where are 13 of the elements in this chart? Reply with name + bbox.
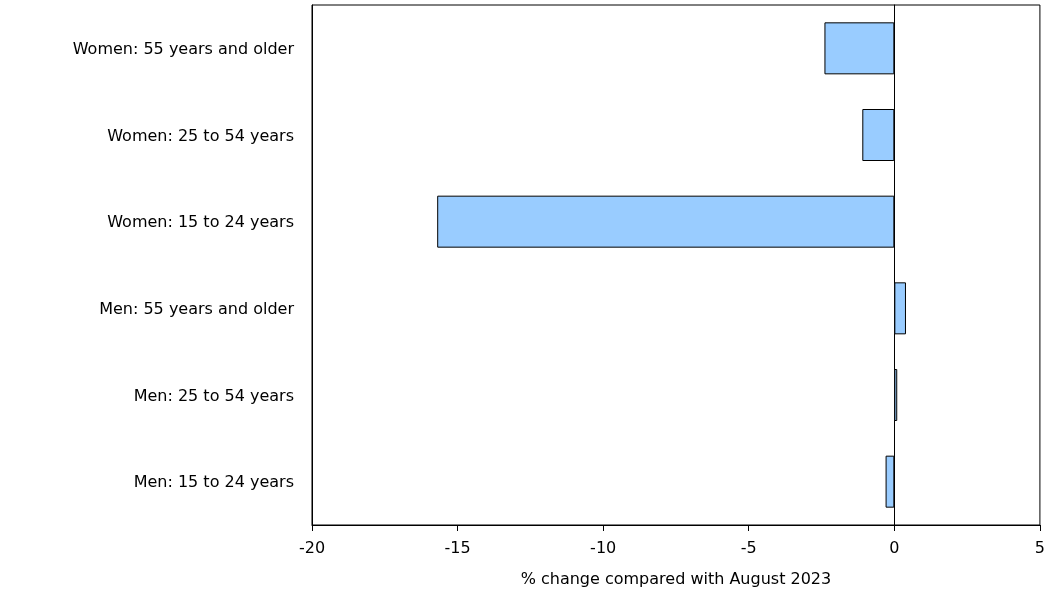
y-tick-label: Men: 25 to 54 years	[133, 385, 294, 405]
x-axis-title: % change compared with August 2023	[520, 568, 832, 588]
y-tick-label: Women: 25 to 54 years	[107, 125, 294, 145]
y-tick-label: Women: 55 years and older	[72, 38, 295, 58]
x-tick-label: -15	[444, 537, 471, 557]
x-tick-label: 5	[1034, 537, 1045, 557]
y-tick-label: Men: 55 years and older	[99, 298, 295, 318]
x-tick-label: -5	[740, 537, 757, 557]
y-tick-label: Men: 15 to 24 years	[133, 472, 294, 492]
y-tick-label: Women: 15 to 24 years	[107, 212, 294, 232]
x-tick-label: 0	[889, 537, 900, 557]
x-tick-label: -10	[590, 537, 617, 557]
x-tick-label: -20	[298, 537, 326, 557]
